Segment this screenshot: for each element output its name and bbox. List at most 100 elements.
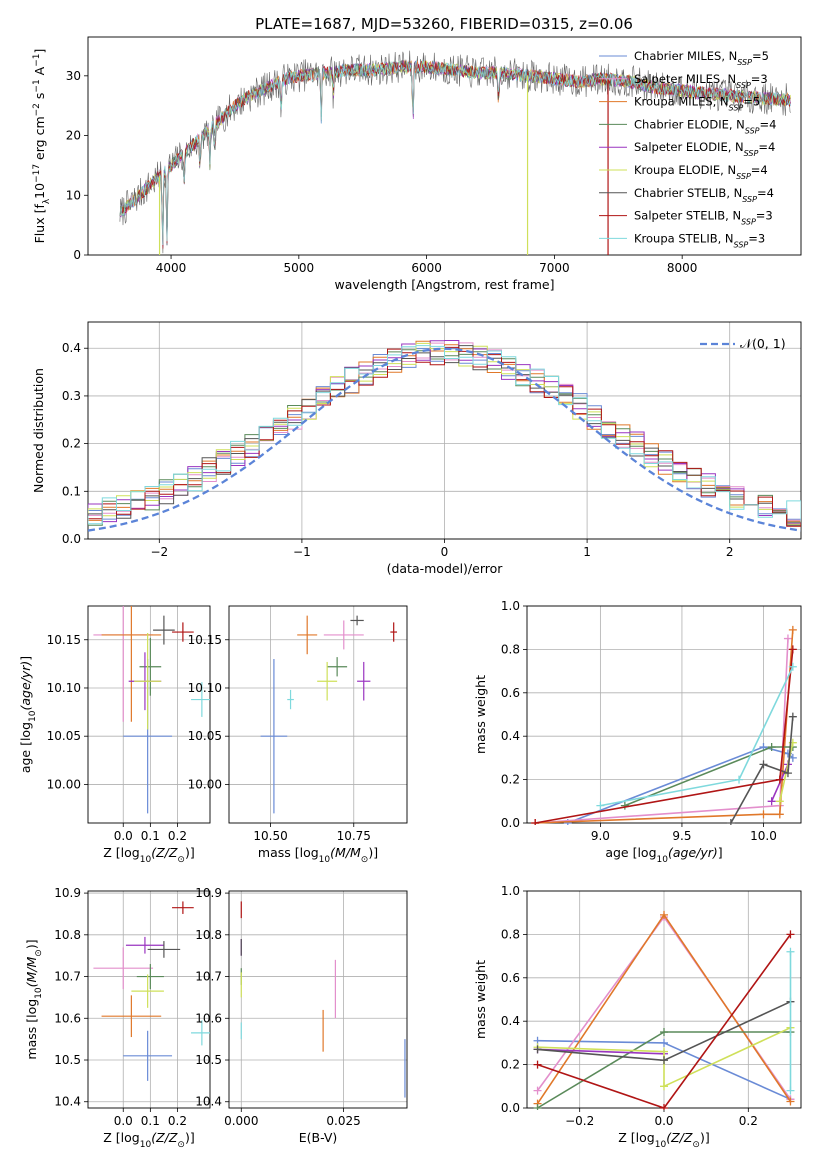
y-tick-label: 10.00 (47, 777, 81, 791)
y-axis-label: Flux [fλ10−17 erg cm−2 s−1 A−1] (32, 49, 52, 244)
y-tick-label: 20 (66, 129, 81, 143)
weight-marker (660, 1047, 668, 1056)
y-tick-label: 10.7 (54, 970, 81, 984)
weight-marker (596, 801, 605, 810)
weight-marker (788, 662, 797, 671)
y-tick-label: 10.9 (195, 886, 222, 900)
x-tick-label: 4000 (156, 261, 187, 275)
x-axis-label: E(B-V) (299, 1130, 338, 1145)
legend-label: Chabrier STELIB, NSSP=4 (634, 186, 774, 204)
y-tick-label: 0.0 (501, 1101, 520, 1115)
y-tick-label: 0.2 (501, 1058, 520, 1072)
axes-frame (87, 890, 211, 1109)
error-bars (240, 901, 406, 1098)
x-tick-label: 0.0 (654, 1114, 673, 1128)
x-tick-label: 10.50 (253, 829, 287, 843)
y-tick-label: 10.4 (54, 1095, 81, 1109)
y-tick-label: 0.0 (62, 532, 81, 546)
y-tick-label: 0.6 (501, 971, 520, 985)
spectrum-legend: Chabrier MILES, NSSP=5 Salpeter MILES, NS… (599, 49, 776, 249)
y-tick-label: 10.8 (54, 928, 81, 942)
histogram-lines (88, 340, 801, 532)
mass-vs-EBV-panel: 0.000 0.025 10.4 10.5 10.6 10.7 10.8 10.9 E(B-V) (195, 886, 408, 1145)
axes-frame (87, 36, 802, 256)
normal-reference-curve (88, 347, 801, 532)
mass-weight-vs-Z-panel: −0.2 0.0 0.2 0.0 0.2 0.4 0.6 0.8 1.0 Z [log10(Z/Z… (473, 884, 802, 1150)
y-tick-label: 0.4 (501, 729, 520, 743)
y-tick-label: 10.15 (188, 633, 222, 647)
weight-marker (533, 1060, 542, 1069)
axes-frame (526, 605, 802, 824)
y-tick-label: 1.0 (501, 884, 520, 898)
weight-lines (533, 910, 795, 1110)
mass-vs-Z-panel: 0.0 0.1 0.2 10.4 10.5 10.6 10.7 10.8 10.9 Z [log1… (24, 886, 211, 1150)
x-axis-label: Z [log10(Z/Z⊙)] (618, 1130, 709, 1150)
x-axis-label: Z [log10(Z/Z⊙)] (103, 845, 194, 865)
legend-label: Kroupa ELODIE, NSSP=4 (634, 163, 768, 181)
legend-label: Salpeter ELODIE, NSSP=4 (634, 140, 775, 158)
histogram-line (88, 345, 801, 525)
weight-marker (735, 775, 744, 784)
x-axis-label: age [log10(age/yr)] (605, 845, 722, 865)
x-tick-label: 2 (726, 545, 734, 559)
x-tick-label: −1 (293, 545, 311, 559)
y-tick-label: 10.9 (54, 886, 81, 900)
x-tick-label: 0.2 (168, 829, 187, 843)
y-tick-label: 10.15 (47, 633, 81, 647)
y-tick-label: 0.3 (62, 389, 81, 403)
y-tick-label: 10.7 (195, 970, 222, 984)
y-tick-label: 10.4 (195, 1095, 222, 1109)
weight-marker (775, 797, 784, 806)
y-tick-label: 0.4 (501, 1014, 520, 1028)
legend-label: 𝒩(0, 1) (740, 336, 786, 351)
x-tick-label: 0.2 (739, 1114, 758, 1128)
y-axis-label: age [log10(age/yr)] (18, 656, 38, 773)
y-axis-label: mass weight (473, 960, 488, 1039)
weight-line (537, 1026, 791, 1088)
weight-marker (726, 819, 735, 825)
x-tick-label: 8000 (667, 261, 698, 275)
y-tick-label: 0.8 (501, 927, 520, 941)
y-axis-label: mass [log10(M/M⊙)] (24, 939, 44, 1059)
weight-line (537, 1048, 665, 1055)
y-tick-label: 0.1 (62, 484, 81, 498)
weight-marker (788, 625, 797, 634)
weight-marker (767, 743, 776, 752)
weight-marker (620, 801, 629, 810)
weight-line (535, 638, 789, 824)
x-tick-label: 0.025 (326, 1114, 360, 1128)
spectrum-panel: 4000 5000 6000 7000 8000 0 10 20 30 wavelength [A… (32, 36, 802, 292)
x-tick-label: 0 (441, 545, 449, 559)
legend-label: Salpeter STELIB, NSSP=3 (634, 209, 773, 227)
x-tick-label: 1 (583, 545, 591, 559)
age-vs-mass-panel: 10.50 10.75 10.00 10.05 10.10 10.15 mass [log1… (188, 605, 408, 865)
weight-marker (783, 634, 792, 643)
legend-label: Kroupa MILES, NSSP=5 (634, 95, 760, 113)
x-tick-label: 0.000 (224, 1114, 258, 1128)
x-tick-label: 6000 (411, 261, 442, 275)
error-bars (93, 606, 210, 814)
x-tick-label: 9.0 (591, 829, 610, 843)
x-tick-label: 10.0 (750, 829, 777, 843)
weight-marker (788, 712, 797, 721)
y-tick-label: 10.10 (188, 681, 222, 695)
figure-title: PLATE=1687, MJD=53260, FIBERID=0315, z=0… (255, 15, 633, 33)
legend-label: Kroupa STELIB, NSSP=3 (634, 231, 765, 249)
error-bars (260, 615, 398, 814)
x-tick-label: 0.1 (141, 1114, 160, 1128)
weight-marker (767, 797, 776, 806)
x-axis-label: wavelength [Angstrom, rest frame] (334, 277, 554, 292)
weight-marker (786, 1086, 795, 1095)
weight-marker (775, 810, 784, 819)
x-tick-label: 10.75 (337, 829, 371, 843)
axes-frame (87, 605, 211, 824)
x-tick-label: 0.2 (168, 1114, 187, 1128)
y-tick-label: 10.05 (47, 729, 81, 743)
weight-marker (759, 760, 768, 769)
x-axis-label: mass [log10(M/M⊙)] (258, 845, 378, 865)
y-tick-label: 10.5 (195, 1053, 222, 1067)
y-tick-label: 0.2 (501, 773, 520, 787)
weight-marker (788, 645, 797, 654)
